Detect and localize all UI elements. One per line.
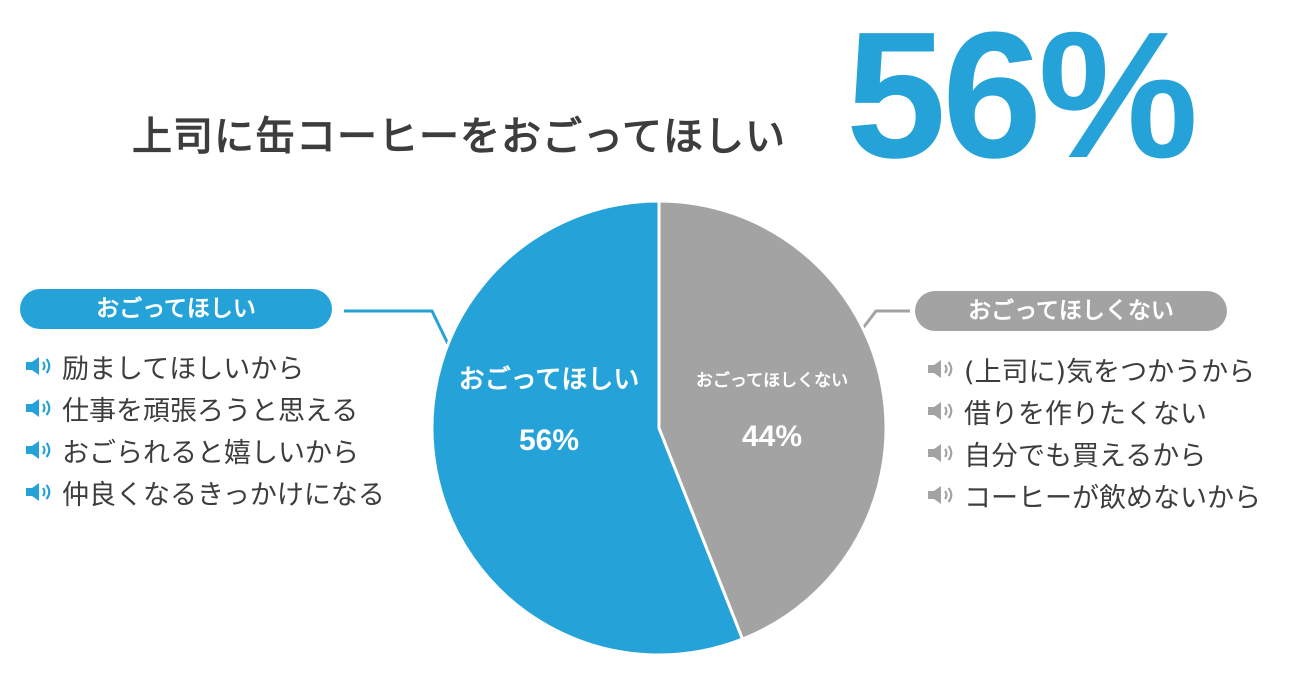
pie-slice-value: 56% [519, 424, 579, 457]
not-want-group-label: おごってほしくない [915, 291, 1227, 331]
speaker-icon [24, 397, 54, 419]
chart-title: 上司に缶コーヒーをおごってほしい [132, 114, 786, 160]
want-reason-item: 仕事を頑張ろうと思える [24, 387, 385, 429]
left-leader-line [344, 309, 451, 347]
want-reason-item: 仲良くなるきっかけになる [24, 471, 385, 513]
speaker-icon [24, 481, 54, 503]
pie-labels: おごってほしい 56% おごってほしくない 44% [459, 364, 848, 457]
want-reason-text: 仕事を頑張ろうと思える [62, 395, 359, 427]
not-want-reason-item: コーヒーが飲めないから [926, 474, 1261, 516]
not-want-reason-item: (上司に)気をつかうから [926, 348, 1261, 390]
want-reason-item: おごられると嬉しいから [24, 429, 385, 471]
headline-percent: 56% [846, 0, 1198, 196]
pie-slice-value: 44% [742, 420, 802, 453]
speaker-icon [24, 355, 54, 377]
want-reason-item: 励ましてほしいから [24, 345, 385, 387]
want-reason-text: 励ましてほしいから [62, 353, 305, 385]
pie-slice [657, 199, 888, 641]
not-want-reason-item: 自分でも買えるから [926, 432, 1261, 474]
pie-slice-label: おごってほしくない [696, 370, 848, 391]
speaker-icon [926, 400, 956, 422]
not-want-reasons-list: (上司に)気をつかうから 借りを作りたくない 自分でも買えるから コーヒーが飲め… [926, 348, 1261, 516]
want-reasons-list: 励ましてほしいから 仕事を頑張ろうと思える おごられると嬉しいから 仲良くなるき… [24, 345, 385, 513]
pie-slice [430, 199, 745, 657]
not-want-reason-text: (上司に)気をつかうから [964, 356, 1256, 388]
speaker-icon [24, 439, 54, 461]
right-leader-line [858, 309, 910, 333]
not-want-reason-text: コーヒーが飲めないから [964, 482, 1261, 514]
not-want-reason-text: 自分でも買えるから [964, 440, 1207, 472]
not-want-reason-item: 借りを作りたくない [926, 390, 1261, 432]
want-reason-text: おごられると嬉しいから [62, 437, 359, 469]
speaker-icon [926, 484, 956, 506]
speaker-icon [926, 442, 956, 464]
want-reason-text: 仲良くなるきっかけになる [62, 479, 385, 511]
speaker-icon [926, 358, 956, 380]
not-want-reason-text: 借りを作りたくない [964, 398, 1207, 430]
want-group-label: おごってほしい [20, 289, 332, 329]
pie-slice-label: おごってほしい [459, 364, 640, 395]
pie-slices [430, 199, 888, 657]
